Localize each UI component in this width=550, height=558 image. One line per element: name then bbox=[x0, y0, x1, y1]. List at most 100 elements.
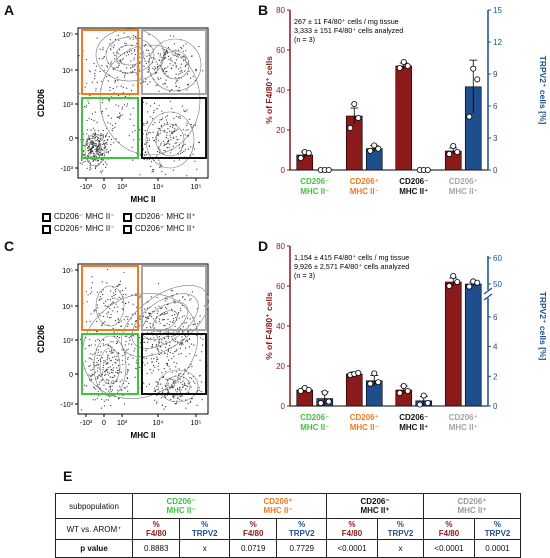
legend-label: CD206⁺ MHC II⁺ bbox=[135, 224, 196, 233]
y2-tick-label: 3 bbox=[493, 134, 498, 143]
y-tick-label: 20 bbox=[276, 126, 285, 135]
data-point bbox=[400, 59, 407, 66]
table-group-header: CD206⁻ MHC II⁻ bbox=[132, 493, 230, 519]
data-point bbox=[305, 386, 312, 393]
density-contour bbox=[95, 285, 125, 327]
density-contour bbox=[165, 375, 191, 397]
category-label-line1: CD206⁺ bbox=[449, 177, 478, 186]
category-label-line2: MHC II⁺ bbox=[449, 187, 478, 196]
data-point bbox=[466, 283, 473, 290]
table-p-value: 0.0719 bbox=[228, 539, 278, 558]
density-contour bbox=[141, 301, 189, 341]
data-point bbox=[317, 400, 324, 407]
bar-chart-b: 0 20 40 60 80 0 3 6 9 12 15 % of F4/80⁺ cells TRPV2⁺… bbox=[264, 6, 548, 196]
table-group-header: CD206⁺ MHC II⁺ bbox=[423, 493, 521, 519]
density-contour bbox=[99, 44, 201, 156]
flow-plot-a: 10⁵ 10⁴ 10³ 0 -10³ -10³ 0 10³ 10⁴ 10⁵ CD206 MHC II bbox=[36, 27, 209, 204]
data-point bbox=[454, 148, 461, 155]
y-axis-title: CD206 bbox=[36, 325, 46, 353]
y-tick-label: 10⁵ bbox=[62, 32, 73, 39]
category-label-line1: CD206⁻ bbox=[399, 413, 428, 422]
y-tick-label: 10⁴ bbox=[62, 68, 73, 75]
category-label-line2: MHC II⁺ bbox=[449, 423, 478, 432]
y-tick-label: 80 bbox=[276, 6, 285, 15]
legend-label: CD206⁺ MHC II⁻ bbox=[54, 224, 115, 233]
x-tick-label: -10³ bbox=[80, 184, 93, 191]
table-comparison-label: WT vs. AROM⁺ bbox=[55, 518, 133, 540]
x-tick-label: 10³ bbox=[117, 184, 128, 191]
legend-label: CD206⁻ MHC II⁺ bbox=[135, 212, 196, 221]
y-tick-label: 10⁵ bbox=[62, 268, 73, 275]
data-point bbox=[454, 279, 461, 286]
table-group-header: CD206⁺ MHC II⁻ bbox=[229, 493, 327, 519]
gate-cd206neg-mhc2pos bbox=[141, 97, 207, 159]
y2-tick-label: 4 bbox=[493, 343, 498, 352]
y-tick-label: 10³ bbox=[63, 102, 74, 109]
table-measure-f480: % F4/80 bbox=[423, 518, 475, 540]
category-label-line1: CD206⁺ bbox=[350, 413, 379, 422]
density-contour bbox=[99, 347, 121, 385]
y-tick-label: 0 bbox=[281, 166, 286, 175]
y-axis-title: % of F4/80⁺ cells bbox=[264, 292, 274, 360]
legend-swatch-orange bbox=[42, 225, 51, 234]
data-point bbox=[375, 145, 382, 152]
y-axis-title: CD206 bbox=[36, 89, 46, 117]
data-point bbox=[396, 389, 403, 396]
data-point bbox=[416, 401, 423, 408]
x-tick-label: 10⁵ bbox=[191, 420, 202, 427]
y-tick-label: 0 bbox=[281, 402, 286, 411]
data-point bbox=[466, 113, 473, 120]
table-measure-f480: % F4/80 bbox=[228, 518, 278, 540]
bar-trpv2 bbox=[464, 283, 482, 407]
data-point bbox=[404, 387, 411, 394]
table-measure-f480: % F4/80 bbox=[326, 518, 378, 540]
legend-swatch-black bbox=[123, 213, 132, 222]
data-point bbox=[450, 142, 457, 149]
x-tick-label: 10⁴ bbox=[153, 420, 164, 427]
category-label-line2: MHC II⁺ bbox=[399, 187, 428, 196]
y-tick-label: 40 bbox=[276, 86, 285, 95]
y-tick-label: -10³ bbox=[61, 166, 74, 173]
data-point bbox=[420, 392, 427, 399]
y-tick-label: 40 bbox=[276, 322, 285, 331]
y2-tick-label: 6 bbox=[493, 313, 498, 322]
x-tick-label: 10³ bbox=[117, 420, 128, 427]
x-tick-label: 10⁴ bbox=[153, 184, 164, 191]
category-label-line2: MHC II⁻ bbox=[350, 187, 379, 196]
data-point bbox=[305, 149, 312, 156]
axis-break-mark bbox=[483, 287, 493, 295]
data-point bbox=[404, 63, 411, 70]
table-measure-trpv2: % TRPV2 bbox=[376, 518, 425, 540]
legend-label: CD206⁻ MHC II⁻ bbox=[54, 212, 115, 221]
density-contour bbox=[115, 44, 145, 66]
x-axis-title: MHC II bbox=[131, 431, 156, 440]
table-p-value: <0.0001 bbox=[326, 539, 378, 558]
data-point bbox=[400, 382, 407, 389]
panel-label-e: E bbox=[63, 468, 73, 484]
y2-tick-label: 0 bbox=[493, 166, 498, 175]
table-header-subpopulation: subpopulation bbox=[55, 493, 133, 519]
y-tick-label: 10³ bbox=[63, 338, 74, 345]
table-p-label: p value bbox=[55, 539, 133, 558]
table-p-value: 0.7729 bbox=[276, 539, 327, 558]
data-point bbox=[446, 283, 453, 290]
y2-tick-label: 2 bbox=[493, 372, 498, 381]
y-tick-label: 0 bbox=[69, 136, 73, 143]
density-contour bbox=[148, 38, 202, 92]
y2-tick-label: 6 bbox=[493, 102, 498, 111]
table-measure-trpv2: % TRPV2 bbox=[276, 518, 327, 540]
x-tick-label: 0 bbox=[102, 420, 106, 427]
data-point bbox=[396, 65, 403, 72]
table-group-header: CD206⁻ MHC II⁺ bbox=[326, 493, 424, 519]
y-tick-label: 10⁴ bbox=[62, 304, 73, 311]
x-axis-title: MHC II bbox=[131, 195, 156, 204]
y-axis-title: % of F4/80⁺ cells bbox=[264, 56, 274, 124]
category-label-line1: CD206⁺ bbox=[350, 177, 379, 186]
y-tick-label: 60 bbox=[276, 282, 285, 291]
y2-tick-label: 50 bbox=[493, 280, 502, 289]
data-point bbox=[474, 76, 481, 83]
data-point bbox=[321, 389, 328, 396]
data-point bbox=[325, 398, 332, 405]
y2-tick-label: 15 bbox=[493, 6, 502, 15]
y2-tick-label: 12 bbox=[493, 38, 502, 47]
